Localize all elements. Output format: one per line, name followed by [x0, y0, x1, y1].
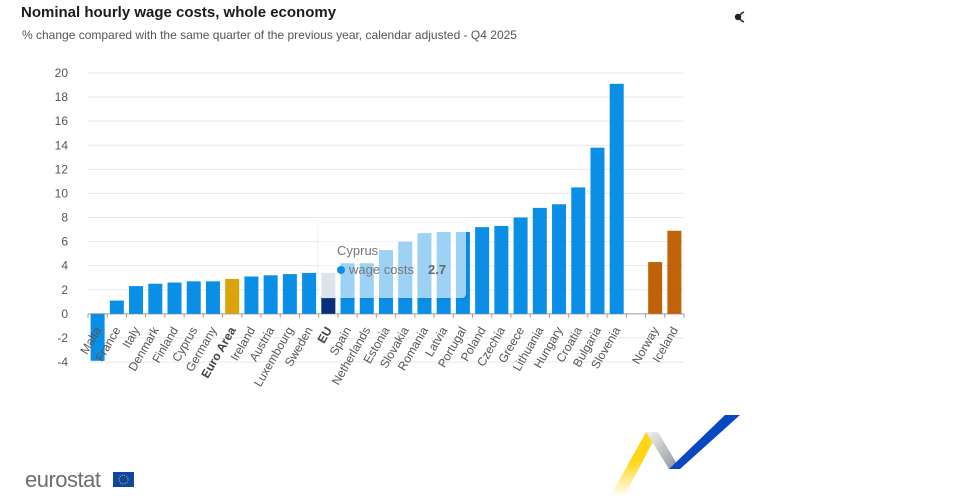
y-tick-label: 20 [55, 66, 69, 80]
y-tick-label: 8 [61, 211, 68, 225]
bar-iceland[interactable] [667, 230, 682, 314]
bar-chart: -4 -2 0 2 4 6 8 10 12 14 16 18 20 MaltaFranceItalyDe… [55, 66, 685, 389]
bar-croatia[interactable] [571, 187, 586, 314]
eurostat-logo[interactable]: eurostat [25, 467, 101, 492]
bar-malta[interactable] [90, 313, 105, 361]
bar-germany[interactable] [205, 281, 220, 314]
eu-flag-icon [113, 472, 134, 487]
bar-greece[interactable] [513, 217, 528, 314]
tooltip-country: Cyprus [337, 243, 379, 258]
bar-slovenia[interactable] [609, 83, 624, 314]
chart-title: Nominal hourly wage costs, whole economy [21, 4, 337, 21]
y-tick-label: -4 [57, 355, 68, 369]
y-tick-label: 18 [55, 90, 69, 104]
y-tick-label: 10 [55, 186, 69, 200]
bar-poland[interactable] [475, 227, 490, 314]
y-tick-label: 12 [55, 162, 69, 176]
tooltip-series-dot-icon [337, 266, 345, 274]
bar-bulgaria[interactable] [590, 147, 605, 314]
y-tick-label: 2 [61, 283, 68, 297]
y-tick-label: 6 [61, 235, 68, 249]
bar-austria[interactable] [263, 275, 278, 314]
decorative-ribbon-icon [610, 415, 740, 497]
tooltip-value: 2.7 [428, 262, 447, 277]
bar-hungary[interactable] [552, 204, 567, 314]
bar-finland[interactable] [167, 282, 182, 314]
share-icon [734, 11, 745, 23]
bar-france[interactable] [109, 300, 124, 314]
y-tick-label: 4 [61, 259, 68, 273]
bar-eu-highlight [321, 298, 336, 314]
bar-lithuania[interactable] [532, 207, 547, 314]
y-tick-label: 14 [55, 138, 69, 152]
y-tick-label: 0 [61, 307, 68, 321]
share-button[interactable] [731, 8, 749, 26]
bar-euro-area[interactable] [225, 278, 240, 314]
tooltip: Cyprus wage costs 2.7 [319, 223, 466, 298]
y-tick-label: 16 [55, 114, 69, 128]
chart-subtitle: % change compared with the same quarter … [22, 28, 517, 42]
bar-luxembourg[interactable] [282, 274, 297, 314]
bar-norway[interactable] [648, 262, 663, 314]
bar-sweden[interactable] [302, 272, 317, 314]
bar-denmark[interactable] [148, 283, 163, 314]
bar-ireland[interactable] [244, 276, 259, 314]
y-tick-label: -2 [57, 331, 68, 345]
bar-italy[interactable] [129, 286, 144, 314]
y-axis: -4 -2 0 2 4 6 8 10 12 14 16 18 20 [55, 66, 69, 369]
bar-czechia[interactable] [494, 225, 509, 314]
bar-cyprus[interactable] [186, 281, 201, 314]
tooltip-series-label: wage costs [349, 262, 415, 277]
x-axis: MaltaFranceItalyDenmarkFinlandCyprusGerm… [77, 313, 685, 389]
